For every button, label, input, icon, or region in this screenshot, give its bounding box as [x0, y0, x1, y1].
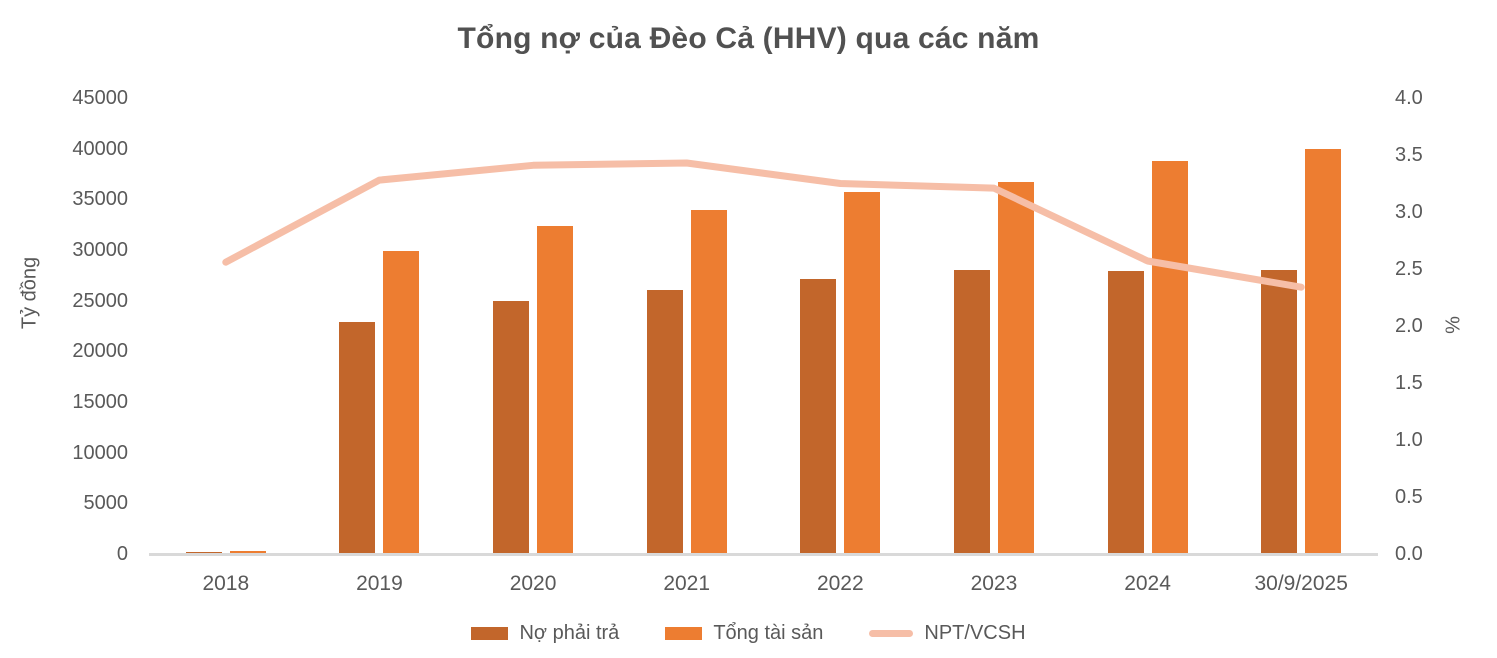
y-axis-tick-right: 3.0 — [1395, 201, 1423, 223]
y-axis-tick-left: 10000 — [72, 441, 128, 464]
legend-item-tong-tai-san: Tổng tài sản — [665, 622, 823, 645]
bar-tong-tai-san-30/9/2025 — [1305, 148, 1342, 554]
x-axis-line — [149, 553, 1378, 556]
y-axis-tick-right: 2.5 — [1395, 258, 1423, 280]
y-axis-tick-left: 40000 — [72, 137, 128, 160]
bar-no-phai-tra-2021 — [646, 289, 683, 554]
bar-no-phai-tra-2020 — [493, 300, 530, 554]
x-axis-label: 2020 — [509, 572, 557, 595]
legend-label-npt-vcsh: NPT/VCSH — [924, 622, 1026, 644]
y-axis-tick-right: 0.5 — [1395, 486, 1423, 508]
y-axis-tick-right: 0.0 — [1395, 543, 1423, 565]
y-axis-tick-right: 4.0 — [1395, 87, 1423, 109]
plot-area — [149, 98, 1378, 556]
legend-item-npt-vcsh: NPT/VCSH — [869, 622, 1026, 645]
bar-no-phai-tra-2023 — [953, 270, 990, 554]
x-axis-label: 2023 — [970, 572, 1018, 595]
bar-no-phai-tra-2022 — [800, 279, 837, 554]
bar-tong-tai-san-2023 — [997, 182, 1034, 554]
y-axis-tick-left: 35000 — [72, 188, 128, 211]
legend-swatch-npt-vcsh-line-icon — [869, 630, 914, 637]
y-axis-tick-left: 30000 — [72, 239, 128, 261]
line-series-svg — [222, 159, 1305, 291]
bar-no-phai-tra-2018 — [185, 551, 222, 554]
chart-title: Tổng nợ của Đèo Cả (HHV) qua các năm — [457, 22, 1040, 55]
x-axis-label: 2021 — [663, 572, 711, 595]
legend-label-tong-tai-san: Tổng tài sản — [713, 622, 824, 644]
bar-no-phai-tra-30/9/2025 — [1261, 270, 1298, 554]
bar-tong-tai-san-2018 — [229, 550, 266, 554]
bar-tong-tai-san-2020 — [537, 225, 574, 554]
chart-legend: Nợ phải trả Tổng tài sản NPT/VCSH — [0, 622, 1497, 645]
y-axis-tick-right: 1.0 — [1395, 429, 1423, 451]
x-axis-label: 2022 — [816, 572, 864, 595]
legend-label-no-phai-tra: Nợ phải trả — [519, 622, 620, 644]
bar-no-phai-tra-2019 — [339, 321, 376, 554]
y-axis-tick-right: 3.5 — [1395, 144, 1423, 166]
bar-tong-tai-san-2024 — [1151, 160, 1188, 554]
y-axis-tick-left: 5000 — [83, 492, 129, 515]
y-axis-tick-left: 0 — [116, 543, 128, 565]
y-axis-tick-right: 1.5 — [1395, 372, 1423, 394]
legend-swatch-tong-tai-san-bar-icon — [665, 627, 703, 640]
x-axis-label: 30/9/2025 — [1254, 572, 1348, 595]
x-axis-label: 2018 — [202, 572, 250, 595]
y-axis-tick-left: 20000 — [72, 340, 128, 363]
legend-swatch-no-phai-tra-bar-icon — [471, 627, 509, 640]
bar-no-phai-tra-2024 — [1107, 271, 1144, 554]
y-axis-tick-left: 15000 — [72, 391, 128, 413]
y-axis-tick-right: 2.0 — [1395, 315, 1423, 337]
y-axis-tick-left: 25000 — [72, 289, 128, 312]
bar-tong-tai-san-2021 — [690, 210, 727, 554]
bar-tong-tai-san-2022 — [844, 192, 881, 554]
npt-vcsh-line — [222, 159, 1305, 291]
y-axis-tick-left: 45000 — [72, 87, 128, 109]
x-axis-label: 2019 — [356, 572, 403, 595]
bar-tong-tai-san-2019 — [383, 251, 420, 554]
x-axis-label: 2024 — [1124, 572, 1171, 595]
legend-item-no-phai-tra: Nợ phải trả — [471, 622, 619, 645]
